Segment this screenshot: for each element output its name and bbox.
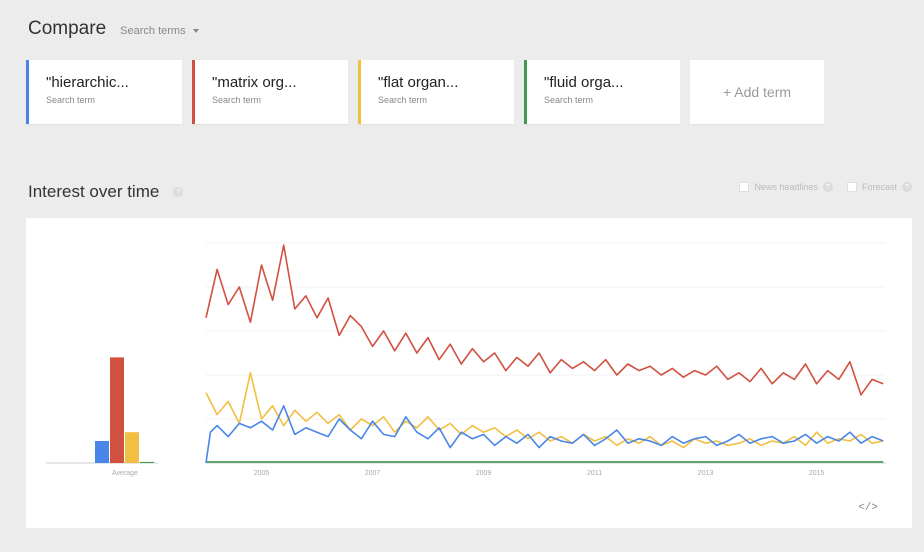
search-terms-row: "hierarchic... Search term "matrix org..…	[26, 60, 824, 124]
forecast-checkbox[interactable]	[846, 182, 857, 192]
average-bar	[125, 432, 139, 463]
x-tick-label: 2011	[587, 470, 602, 477]
series-line	[205, 372, 884, 449]
search-term-label: "flat organ...	[378, 74, 459, 91]
chart-panel: Average 2005 2007 2009 2011 2013 2015 </>	[26, 218, 912, 528]
interest-chart: Average 2005 2007 2009 2011 2013 2015	[46, 242, 886, 477]
x-tick-label: 2013	[698, 470, 714, 477]
search-term-label: "matrix org...	[212, 74, 297, 91]
average-label: Average	[112, 470, 138, 477]
help-icon[interactable]: ?	[902, 182, 912, 192]
x-tick-label: 2005	[254, 470, 270, 477]
chevron-down-icon	[192, 29, 199, 33]
search-terms-label: Search terms	[120, 25, 186, 37]
help-icon[interactable]: ?	[173, 187, 184, 197]
search-term-card[interactable]: "matrix org... Search term	[192, 60, 348, 124]
compare-header: Compare Search terms	[28, 18, 199, 40]
search-term-card[interactable]: "flat organ... Search term	[358, 60, 514, 124]
search-term-caption: Search term	[544, 95, 594, 105]
average-bar	[140, 461, 154, 463]
search-term-caption: Search term	[46, 95, 96, 105]
embed-icon[interactable]: </>	[858, 502, 878, 514]
news-headlines-checkbox[interactable]	[739, 182, 750, 192]
news-headlines-option[interactable]: News headlines ?	[739, 182, 833, 192]
x-tick-label: 2009	[476, 470, 492, 477]
x-tick-label: 2015	[809, 470, 825, 477]
search-terms-dropdown[interactable]: Search terms	[120, 25, 199, 37]
search-term-card[interactable]: "fluid orga... Search term	[524, 60, 680, 124]
search-term-label: "hierarchic...	[46, 74, 129, 91]
average-bar	[110, 357, 124, 463]
interest-title: Interest over time	[28, 182, 160, 201]
help-icon[interactable]: ?	[822, 182, 833, 192]
add-term-button[interactable]: + Add term	[690, 60, 824, 124]
search-term-label: "fluid orga...	[544, 74, 624, 91]
search-term-caption: Search term	[378, 95, 428, 105]
average-bar	[95, 441, 109, 463]
series-line	[205, 405, 884, 464]
series-line	[205, 244, 884, 396]
forecast-option[interactable]: Forecast ?	[846, 182, 912, 192]
search-term-caption: Search term	[212, 95, 262, 105]
x-tick-label: 2007	[365, 470, 381, 477]
chart-options: News headlines ? Forecast ?	[739, 182, 912, 192]
search-term-card[interactable]: "hierarchic... Search term	[26, 60, 182, 124]
compare-title: Compare	[28, 18, 107, 39]
news-headlines-label: News headlines	[754, 182, 818, 192]
forecast-label: Forecast	[861, 182, 897, 192]
interest-header: Interest over time ?	[28, 182, 184, 202]
